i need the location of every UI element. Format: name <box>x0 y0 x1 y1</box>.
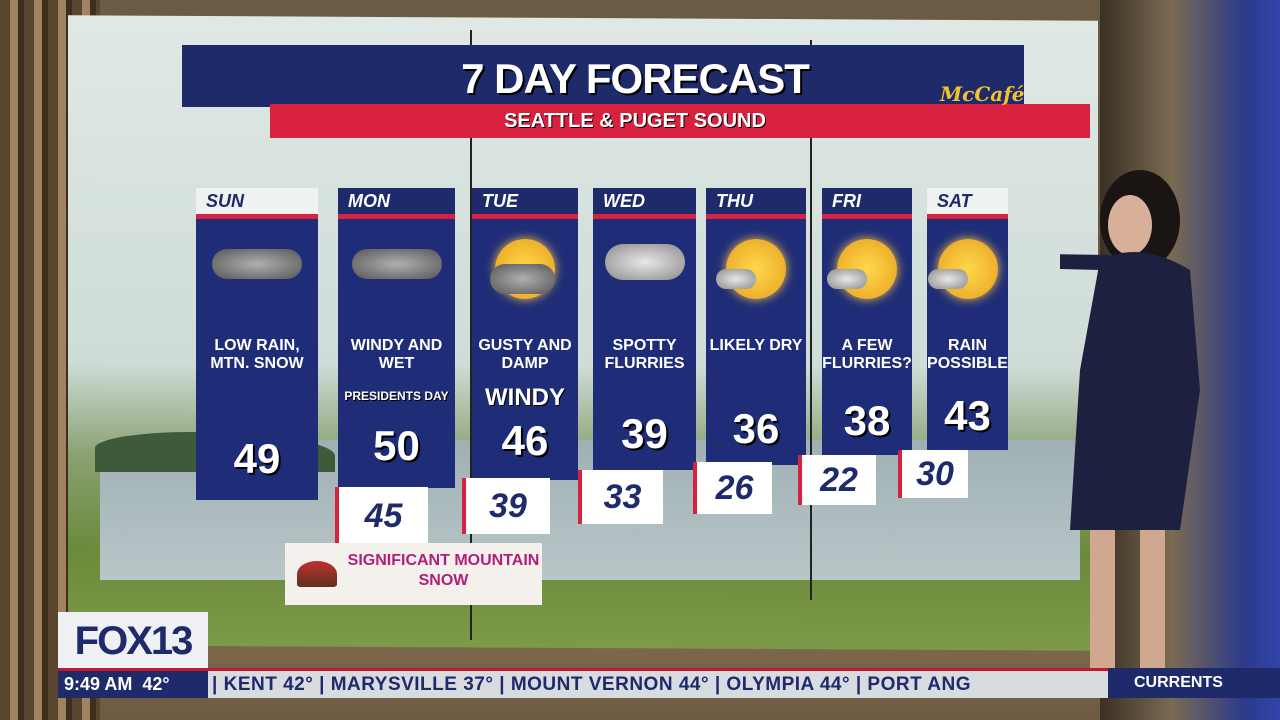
low-temp: 30 <box>898 450 968 498</box>
title-bar <box>182 45 1024 107</box>
high-temp: 46 <box>501 417 549 464</box>
forecast-title: 7 DAY FORECAST <box>461 55 810 102</box>
rain-cloud-icon <box>351 239 442 299</box>
day-extra-label: PRESIDENTS DAY <box>344 389 449 403</box>
day-panel: LIKELY DRY 36 <box>706 214 806 465</box>
low-temp: 26 <box>693 462 772 514</box>
station-logo: FOX13 <box>58 612 208 670</box>
low-temp: 45 <box>335 487 428 545</box>
ticker-bar <box>58 668 1280 698</box>
current-temp: 42° <box>142 674 170 694</box>
high-temp: 49 <box>233 435 281 482</box>
low-temp: 33 <box>578 470 663 524</box>
day-description: WINDY AND WET <box>350 337 443 372</box>
high-temp: 50 <box>373 422 420 469</box>
skier-icon <box>297 561 337 587</box>
day-column: FRI A FEW FLURRIES? 38 <box>822 188 912 455</box>
day-description: GUSTY AND DAMP <box>478 337 572 372</box>
mostly-sunny-icon <box>711 239 801 299</box>
day-description: LOW RAIN, MTN. SNOW <box>210 337 304 372</box>
day-label: WED <box>593 188 696 214</box>
day-panel: GUSTY AND DAMP WINDY 46 <box>472 214 578 480</box>
day-panel: LOW RAIN, MTN. SNOW 49 <box>196 214 318 500</box>
high-temp: 43 <box>944 392 991 439</box>
day-column: MON WINDY AND WET PRESIDENTS DAY 50 <box>338 188 455 488</box>
partly-sunny-rain-icon <box>480 239 570 299</box>
day-label: SUN <box>196 188 318 214</box>
day-panel: SPOTTY FLURRIES 39 <box>593 214 696 470</box>
day-panel: A FEW FLURRIES? 38 <box>822 214 912 455</box>
day-column: SUN LOW RAIN, MTN. SNOW 49 <box>196 188 318 500</box>
rain-snow-cloud-icon <box>212 239 302 299</box>
partly-sunny-icon <box>923 239 1013 299</box>
day-panel: RAIN POSSIBLE 43 <box>927 214 1008 450</box>
day-column: SAT RAIN POSSIBLE 43 <box>927 188 1008 450</box>
partly-sunny-icon <box>822 239 912 299</box>
high-temp: 36 <box>732 405 780 452</box>
day-label: TUE <box>472 188 578 214</box>
meteorologist <box>1060 170 1200 680</box>
day-label: SAT <box>927 188 1008 214</box>
clock-time: 9:49 AM <box>64 674 133 694</box>
low-temp: 22 <box>798 455 876 505</box>
callout-text: SIGNIFICANT MOUNTAIN SNOW <box>347 552 540 589</box>
day-label: THU <box>706 188 806 214</box>
day-description: SPOTTY FLURRIES <box>604 337 685 372</box>
day-description: LIKELY DRY <box>709 337 803 354</box>
day-column: TUE GUSTY AND DAMP WINDY 46 <box>472 188 578 480</box>
day-column: WED SPOTTY FLURRIES 39 <box>593 188 696 470</box>
high-temp: 38 <box>843 397 891 444</box>
day-column: THU LIKELY DRY 36 <box>706 188 806 465</box>
subtitle-bar <box>270 104 1090 138</box>
day-label: MON <box>338 188 455 214</box>
low-temp: 39 <box>462 478 550 534</box>
day-label: FRI <box>822 188 912 214</box>
forecast-subtitle: SEATTLE & PUGET SOUND <box>504 110 766 132</box>
day-panel: WINDY AND WET PRESIDENTS DAY 50 <box>338 214 455 488</box>
screen-seam <box>810 40 812 600</box>
sponsor-logo: McCafé <box>940 82 1025 106</box>
ticker-text: | KENT 42° | MARYSVILLE 37° | MOUNT VERN… <box>212 674 972 695</box>
day-description: RAIN POSSIBLE <box>927 337 1008 372</box>
ticker-label: CURRENTS <box>1108 668 1280 698</box>
day-extra-label: WINDY <box>485 384 565 411</box>
mountain-snow-callout: SIGNIFICANT MOUNTAIN SNOW <box>285 543 542 605</box>
time-temp-bug: 9:49 AM 42° <box>58 671 208 698</box>
day-description: A FEW FLURRIES? <box>822 337 912 372</box>
snow-cloud-icon <box>600 239 690 299</box>
screen-seam <box>470 30 472 640</box>
high-temp: 39 <box>621 410 668 457</box>
